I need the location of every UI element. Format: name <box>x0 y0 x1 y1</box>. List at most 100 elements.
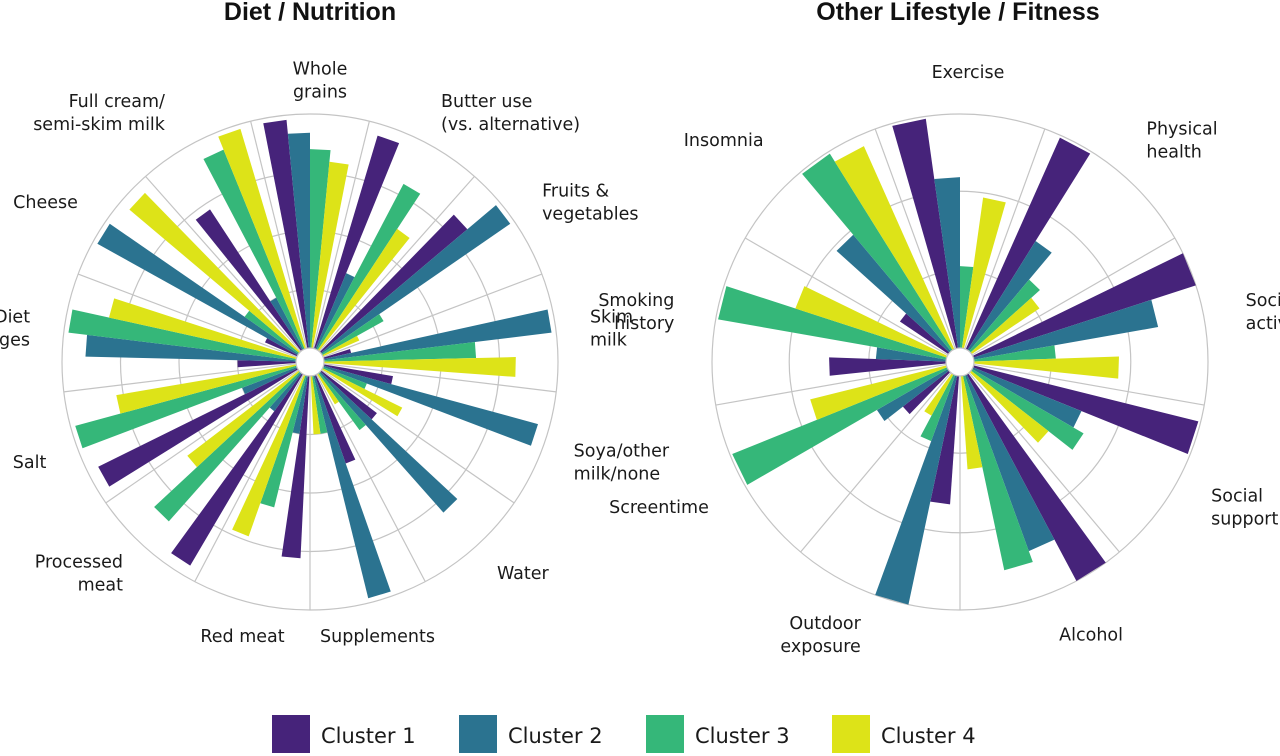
bar-red-meat-cluster-1 <box>281 375 310 559</box>
bar-soya-other-milk-none-cluster-2 <box>323 365 539 446</box>
bar-fruits-vegetables-cluster-1 <box>319 214 468 353</box>
bar-water-cluster-3 <box>318 372 366 431</box>
bar-exercise-cluster-1 <box>892 118 959 349</box>
bar-supplements-cluster-3 <box>312 375 328 434</box>
polar-center <box>945 347 975 377</box>
bar-butter-use-vs-alternative-cluster-4 <box>317 228 410 352</box>
category-fruits-vegetables <box>319 205 511 357</box>
category-full-cream-semi-skim-milk <box>195 128 306 352</box>
category-label-line: Physical <box>1146 119 1217 139</box>
grid-spoke <box>968 372 1120 553</box>
category-label-line: grains <box>293 83 347 103</box>
category-label-salt: Salt <box>13 453 47 473</box>
category-alcohol <box>960 373 1106 581</box>
category-soya-other-milk-none <box>321 364 539 446</box>
category-label-physical-health: Physical health <box>1146 119 1217 162</box>
legend-swatch-cluster-1 <box>272 715 310 753</box>
legend: Cluster 1 Cluster 2 Cluster 3 Cluster 4 <box>272 715 976 753</box>
category-social-support <box>969 365 1199 455</box>
bar-diet-changes-cluster-2 <box>85 334 297 362</box>
bar-outdoor-exposure-cluster-2 <box>875 375 958 605</box>
bar-smoking-history-cluster-3 <box>718 286 947 360</box>
grid-spoke <box>321 369 515 504</box>
category-label-line: Red meat <box>200 627 284 647</box>
bar-physical-health-cluster-3 <box>968 279 1040 353</box>
bar-smoking-history-cluster-2 <box>875 347 947 362</box>
bar-full-cream-semi-skim-milk-cluster-4 <box>218 128 306 350</box>
bar-whole-grains-cluster-3 <box>310 149 331 349</box>
bar-smoking-history-cluster-1 <box>829 357 947 376</box>
category-outdoor-exposure <box>875 373 960 605</box>
legend-swatch-cluster-3 <box>646 715 684 753</box>
bar-screentime-cluster-3 <box>732 367 948 485</box>
category-label-outdoor-exposure: Outdoor exposure <box>780 614 861 657</box>
bar-water-cluster-1 <box>320 370 377 420</box>
grid-spoke <box>973 363 1205 406</box>
category-label-line: Outdoor <box>789 614 861 634</box>
category-label-line: (vs. alternative) <box>441 115 580 135</box>
bar-social-support-cluster-2 <box>972 367 1082 428</box>
bar-cheese-cluster-4 <box>129 192 301 353</box>
bar-social-activities-cluster-4 <box>973 356 1119 379</box>
bar-exercise-cluster-2 <box>934 177 960 349</box>
bar-salt-cluster-1 <box>98 368 299 487</box>
category-label-line: vegetables <box>542 204 638 224</box>
bar-physical-health-cluster-2 <box>967 240 1052 352</box>
category-skim-milk <box>323 309 552 377</box>
bar-supplements-cluster-2 <box>313 375 391 599</box>
category-whole-grains <box>263 119 349 349</box>
chart-title-lifestyle-fitness: Other Lifestyle / Fitness <box>816 0 1099 26</box>
bar-fruits-vegetables-cluster-2 <box>320 205 511 355</box>
category-label-line: activities <box>1246 314 1280 334</box>
diet-nutrition-chart: Diet / Nutrition Whole grains Butter use (v… <box>0 0 670 647</box>
bar-fruits-vegetables-cluster-4 <box>322 335 360 357</box>
category-label-line: Diet <box>0 308 30 328</box>
bar-exercise-cluster-4 <box>961 197 1006 349</box>
category-label-whole-grains: Whole grains <box>293 60 348 103</box>
bar-processed-meat-cluster-3 <box>154 371 301 522</box>
category-label-line: Water <box>497 564 550 584</box>
grid-spoke <box>323 363 557 393</box>
category-label-line: Smoking <box>598 291 674 311</box>
bar-supplements-cluster-1 <box>314 374 356 464</box>
bar-whole-grains-cluster-2 <box>287 132 310 349</box>
bar-insomnia-cluster-2 <box>836 234 952 353</box>
bar-social-support-cluster-3 <box>971 369 1084 450</box>
chart-title-diet-nutrition: Diet / Nutrition <box>224 0 396 26</box>
category-label-line: health <box>1146 142 1201 162</box>
category-label-social-support: Social support <box>1211 487 1278 530</box>
grid-spoke <box>145 175 302 352</box>
bar-cheese-cluster-3 <box>244 310 300 355</box>
bar-skim-milk-cluster-3 <box>323 341 477 362</box>
bar-water-cluster-4 <box>317 373 339 405</box>
category-label-line: Insomnia <box>684 131 764 151</box>
category-label-insomnia: Insomnia <box>684 131 764 151</box>
category-label-cheese: Cheese <box>13 193 78 213</box>
category-label-line: Soya/other <box>574 441 670 461</box>
category-cheese <box>97 192 301 357</box>
bar-diet-changes-cluster-4 <box>108 298 297 359</box>
category-label-line: meat <box>78 576 124 596</box>
category-diet-changes <box>68 298 297 368</box>
category-label-red-meat: Red meat <box>200 627 284 647</box>
grid-spoke <box>964 128 1046 350</box>
category-label-soya-other-milk-none: Soya/other milk/none <box>574 441 670 484</box>
category-label-line: Butter use <box>441 92 532 112</box>
grid-spoke <box>105 369 299 504</box>
bar-soya-other-milk-none-cluster-1 <box>323 364 393 385</box>
category-supplements <box>310 374 391 599</box>
bar-social-activities-cluster-1 <box>972 253 1196 358</box>
bar-screentime-cluster-4 <box>810 365 948 420</box>
category-water <box>317 370 458 513</box>
category-label-line: semi-skim milk <box>33 115 166 135</box>
category-label-line: Cheese <box>13 193 78 213</box>
bar-skim-milk-cluster-2 <box>323 309 552 361</box>
category-label-line: Alcohol <box>1059 626 1123 646</box>
bar-social-support-cluster-4 <box>969 370 1049 443</box>
bar-cheese-cluster-1 <box>264 338 298 357</box>
category-label-line: Screentime <box>609 498 709 518</box>
category-label-line: Social <box>1211 487 1263 507</box>
bar-diet-changes-cluster-1 <box>237 360 297 368</box>
category-label-water: Water <box>497 564 550 584</box>
